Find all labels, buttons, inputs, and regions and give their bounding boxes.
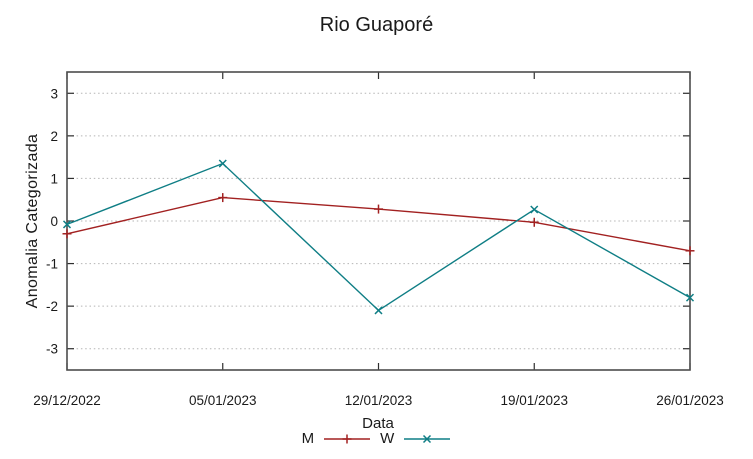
x-tick-label: 19/01/2023 [500, 393, 568, 408]
x-tick-label: 29/12/2022 [33, 393, 101, 408]
series-markers-W [62, 159, 695, 315]
chart-title: Rio Guaporé [319, 14, 434, 36]
y-tick-label: -2 [46, 299, 58, 314]
y-tick-label: 1 [50, 171, 58, 186]
plot-border [66, 71, 691, 371]
series-markers-M [62, 193, 695, 256]
legend-label-W: W [380, 430, 395, 447]
legend-sample-M [324, 434, 371, 443]
y-tick-label: -3 [46, 342, 58, 357]
y-tick-label: 3 [50, 86, 58, 101]
legend-sample-W [404, 434, 451, 443]
series-line-W [66, 162, 691, 312]
x-tick-label: 26/01/2023 [656, 393, 724, 408]
x-tick-label: 12/01/2023 [345, 393, 413, 408]
y-tick-label: 0 [50, 214, 58, 229]
x-axis-label: Data [362, 415, 394, 432]
y-tick-label: -1 [46, 257, 58, 272]
legend-label-M: M [301, 430, 315, 447]
x-tick-label: 05/01/2023 [189, 393, 257, 408]
y-tick-label: 2 [50, 129, 58, 144]
